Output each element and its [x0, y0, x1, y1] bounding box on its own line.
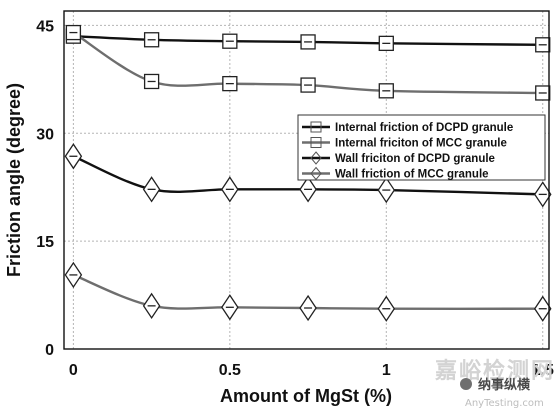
- watermark-url-text: AnyTesting.com: [465, 398, 544, 409]
- x-tick-label: 0: [69, 362, 78, 379]
- legend-swatch-square: [310, 121, 322, 133]
- series-line-2: [72, 31, 543, 95]
- x-axis-title: Amount of MgSt (%): [220, 386, 392, 406]
- series-line-4: [72, 273, 543, 310]
- y-tick-label: 30: [36, 126, 54, 143]
- plot-frame: [63, 10, 550, 350]
- y-tick-label: 15: [36, 234, 54, 251]
- y-axis-title: Friction angle (degree): [4, 83, 24, 277]
- wechat-logo-icon: [460, 378, 472, 390]
- watermark-brand-text: 嘉峪检测网: [435, 358, 554, 384]
- legend-swatch-diamond: [310, 166, 322, 181]
- legend-label: Internal friction of DCPD granule: [335, 122, 513, 134]
- watermark-sub-text: 纳事纵横: [478, 377, 531, 393]
- watermark: 嘉峪检测网 AnyTesting.com 纳事纵横: [435, 358, 554, 409]
- data-markers: [64, 24, 552, 322]
- legend-label: Wall friciton of DCPD granule: [335, 153, 495, 165]
- legend-label: Wall friction of MCC granule: [335, 169, 489, 181]
- legend: Internal friction of DCPD granule Interna…: [297, 114, 546, 181]
- legend-swatch-diamond: [310, 151, 322, 165]
- x-tick-label: 1: [382, 362, 391, 379]
- legend-label: Internal friciton of MCC granule: [335, 138, 507, 150]
- x-tick-label: 1.5: [532, 362, 554, 379]
- series-line-3: [72, 155, 543, 196]
- legend-swatch-square: [310, 137, 322, 148]
- y-tick-label: 0: [45, 342, 54, 359]
- y-tick-label: 45: [36, 18, 54, 35]
- tick-labels: 0 0.5 1 1.5 0 15 30 45: [36, 18, 554, 379]
- legend-box: [297, 114, 546, 181]
- x-tick-label: 0.5: [219, 362, 241, 379]
